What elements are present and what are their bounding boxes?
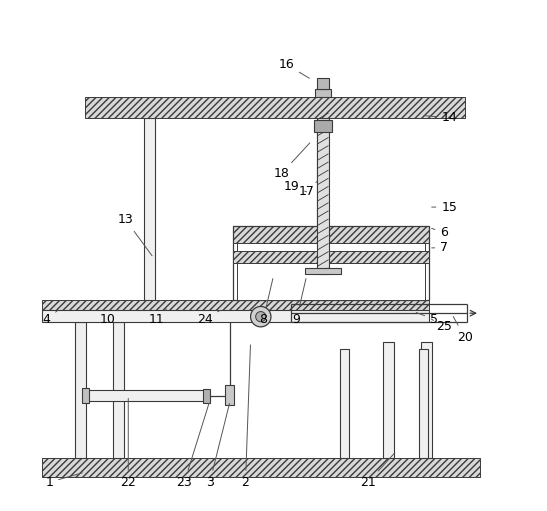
Text: 14: 14 [424,111,457,124]
Text: 5: 5 [416,313,438,326]
Bar [83,388,89,403]
Bar [42,458,480,477]
Bar [419,349,428,458]
Text: 4: 4 [43,311,57,326]
Bar [340,349,349,458]
Bar [315,89,331,97]
Bar [143,118,155,300]
Text: 1: 1 [45,473,82,489]
Bar [305,268,341,274]
Text: 24: 24 [197,310,220,326]
Text: 8: 8 [259,278,273,326]
Bar [314,121,332,132]
Text: 13: 13 [118,213,152,256]
Circle shape [251,307,271,327]
Text: 17: 17 [299,181,317,198]
Text: 3: 3 [206,404,230,489]
Bar [42,300,429,310]
Bar [232,251,429,263]
Text: 19: 19 [283,180,307,193]
Bar [237,243,425,251]
Text: 7: 7 [432,241,448,254]
Bar [317,118,329,274]
Text: 9: 9 [293,278,306,326]
Text: 15: 15 [432,201,457,214]
Text: 11: 11 [148,309,166,326]
Text: 16: 16 [278,58,310,78]
Bar [75,322,86,458]
Text: 18: 18 [273,143,310,180]
Bar [113,322,124,458]
Bar [42,310,429,322]
Bar [203,388,210,403]
Bar [232,226,429,243]
Bar [317,118,328,300]
Bar [317,118,329,274]
Text: 25: 25 [432,319,452,333]
Bar [237,263,425,300]
Circle shape [255,312,266,322]
Text: 10: 10 [100,309,118,326]
Bar [232,226,429,300]
Text: 6: 6 [432,226,448,239]
Bar [383,342,394,458]
Bar [421,342,433,458]
Text: 2: 2 [242,345,251,489]
Text: 23: 23 [177,403,209,489]
Bar [88,390,207,401]
Text: 21: 21 [360,454,394,489]
Bar [225,385,234,405]
Text: 20: 20 [453,316,473,343]
Bar [317,78,329,89]
Bar [85,97,464,118]
Text: 22: 22 [120,399,136,489]
